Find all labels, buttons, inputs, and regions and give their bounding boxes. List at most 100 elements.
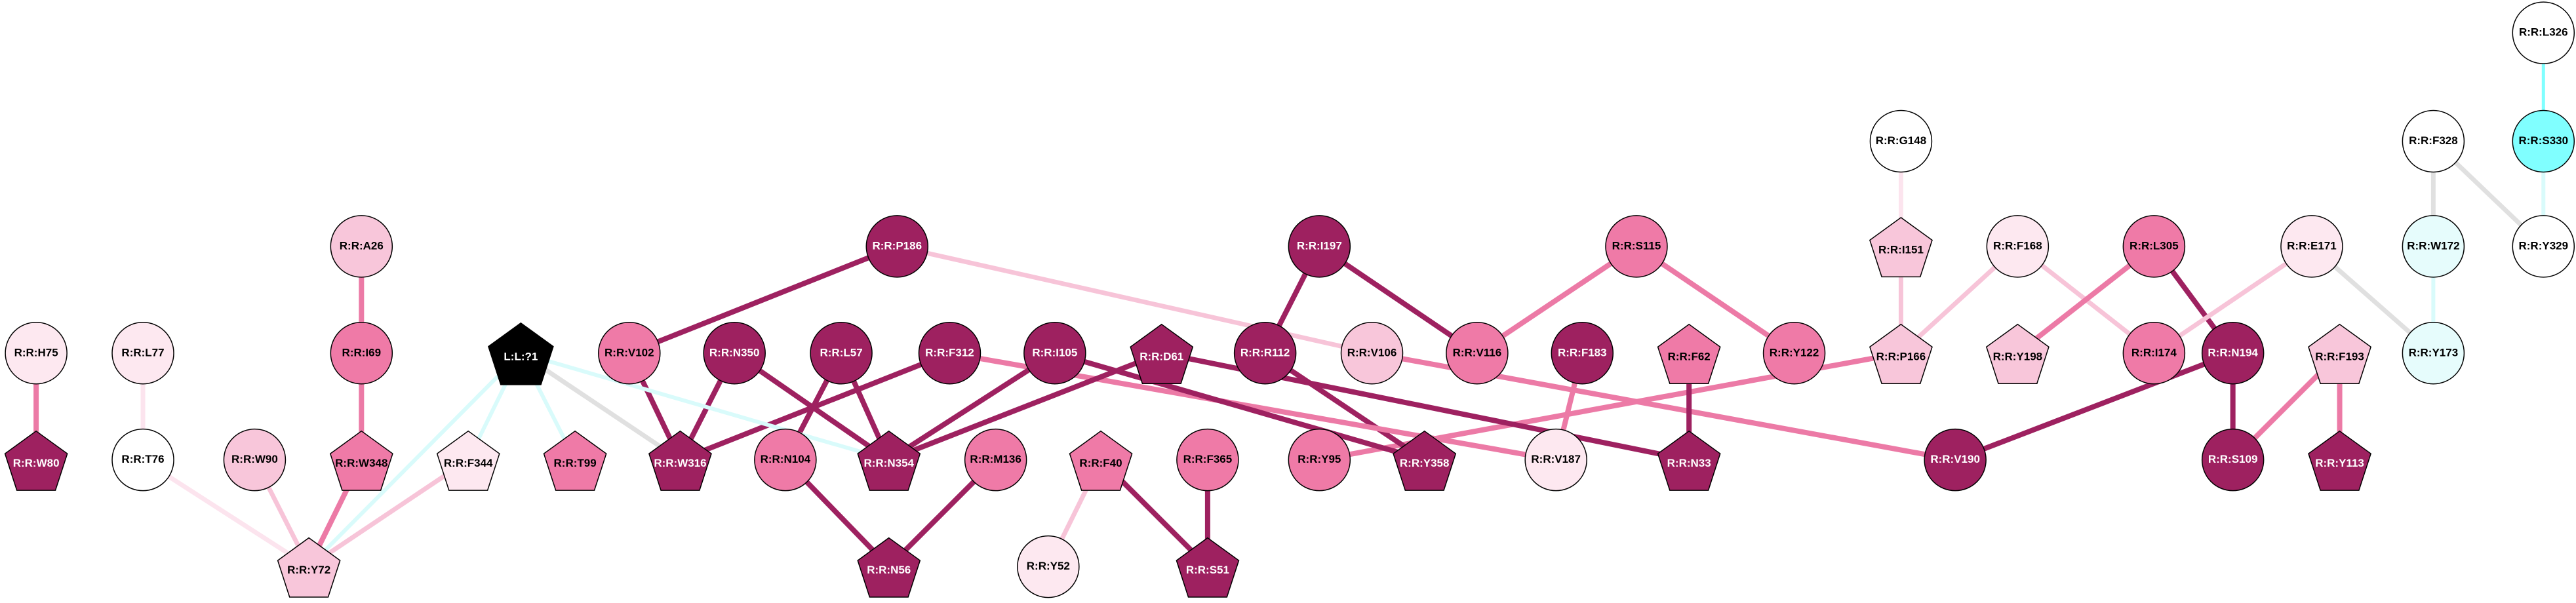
node-circle (111, 428, 174, 492)
node: R:R:Y329 (2512, 215, 2575, 278)
node-circle (2122, 322, 2186, 385)
node-label: R:R:N104 (761, 453, 811, 465)
node-label: R:R:F328 (2409, 134, 2458, 147)
node-label: R:R:Y198 (1993, 350, 2043, 362)
node-label: R:R:L326 (2519, 26, 2568, 39)
node: R:R:Y358 (1393, 430, 1457, 491)
node-circle (1176, 428, 1239, 492)
node-label: R:R:Y113 (2315, 457, 2364, 469)
edge (896, 244, 1373, 356)
node: R:R:P186 (865, 215, 929, 278)
node-pentagon (436, 430, 500, 491)
node-circle (1924, 428, 1987, 492)
node-circle (2201, 428, 2265, 492)
node: R:R:F193 (2308, 323, 2371, 384)
node: R:R:W80 (4, 430, 68, 491)
node-circle (223, 428, 287, 492)
node: R:R:S330 (2512, 109, 2575, 173)
node: R:R:W348 (329, 430, 393, 491)
node-label: R:R:R112 (1240, 346, 1290, 359)
node-circle (703, 322, 766, 385)
node-pentagon (1657, 430, 1721, 491)
node: R:R:N33 (1657, 430, 1721, 491)
node: R:R:S109 (2201, 428, 2265, 492)
node-label: R:R:I69 (342, 346, 382, 359)
node: L:L:?1 (488, 322, 554, 385)
node-circle (2122, 215, 2186, 278)
node: R:R:V116 (1446, 322, 1509, 385)
edge (887, 351, 1057, 463)
node-label: R:R:S115 (1612, 239, 1661, 252)
node-circle (1869, 109, 1933, 173)
edge (1635, 244, 1796, 356)
node: R:R:R112 (1233, 322, 1297, 385)
node-label: R:R:W172 (2407, 239, 2459, 252)
node: R:R:V187 (1524, 428, 1587, 492)
node-pentagon (857, 537, 921, 598)
node-circle (1017, 535, 1080, 598)
node-circle (2402, 215, 2465, 278)
node-circle (1340, 322, 1404, 385)
node: R:R:Y173 (2402, 322, 2465, 385)
node-label: R:R:G148 (1876, 134, 1926, 147)
node-pentagon (857, 430, 921, 491)
node: R:R:F40 (1069, 430, 1133, 491)
node: R:R:D61 (1130, 323, 1194, 384)
edge (1954, 351, 2234, 463)
node: R:R:F62 (1657, 323, 1721, 384)
node: R:R:F168 (1986, 215, 2050, 278)
node-label: R:R:H75 (14, 346, 58, 359)
node-circle (2280, 215, 2343, 278)
node-circle (810, 322, 873, 385)
node: R:R:F344 (436, 430, 500, 491)
node-label: R:R:N33 (1667, 457, 1711, 469)
node-label: R:R:W80 (13, 457, 60, 469)
node-label: R:R:F62 (1668, 350, 1711, 362)
node: R:R:I105 (1023, 322, 1086, 385)
node-label: R:R:F312 (925, 346, 974, 359)
edge (1054, 350, 1425, 463)
node: R:R:N56 (857, 537, 921, 598)
node: R:R:L305 (2122, 215, 2186, 278)
node-label: R:R:Y173 (2409, 346, 2459, 359)
node: R:R:Y95 (1288, 428, 1351, 492)
node-label: R:R:F40 (1079, 457, 1122, 469)
node: R:R:A26 (330, 215, 393, 278)
node-circle (1605, 215, 1668, 278)
node-label: R:R:A26 (340, 239, 384, 252)
node-label: R:R:W348 (335, 457, 387, 469)
node-label: R:R:I105 (1032, 346, 1077, 359)
node: R:R:S115 (1605, 215, 1668, 278)
node-circle (598, 322, 661, 385)
node-circle (1288, 215, 1351, 278)
node-label: R:R:N354 (863, 457, 914, 469)
node: R:R:V102 (598, 322, 661, 385)
node-pentagon (1130, 323, 1194, 384)
edge (142, 457, 311, 569)
node-label: R:R:I197 (1297, 239, 1342, 252)
node-label: R:R:V190 (1930, 453, 1980, 465)
node-pentagon (329, 430, 393, 491)
node: R:R:L57 (810, 322, 873, 385)
node-label: R:R:F365 (1183, 453, 1233, 465)
node-circle (330, 215, 393, 278)
node-label: R:R:V106 (1347, 346, 1397, 359)
node-label: R:R:W316 (654, 457, 706, 469)
node: R:R:F312 (918, 322, 981, 385)
node: R:R:V106 (1340, 322, 1404, 385)
node-circle (2512, 109, 2575, 173)
node-label: R:R:W90 (231, 453, 278, 465)
edge (2152, 244, 2313, 355)
node: R:R:W172 (2402, 215, 2465, 278)
node-label: R:R:D61 (1139, 350, 1183, 362)
node: R:R:I69 (330, 322, 393, 385)
node-label: R:R:F193 (2315, 350, 2364, 362)
node: R:R:N350 (703, 322, 766, 385)
node: R:R:Y52 (1017, 535, 1080, 598)
node-label: R:R:S51 (1186, 564, 1229, 576)
node-label: R:R:S109 (2208, 453, 2258, 465)
edge (307, 351, 523, 568)
node-circle (1233, 322, 1297, 385)
node: R:R:L77 (111, 322, 174, 385)
